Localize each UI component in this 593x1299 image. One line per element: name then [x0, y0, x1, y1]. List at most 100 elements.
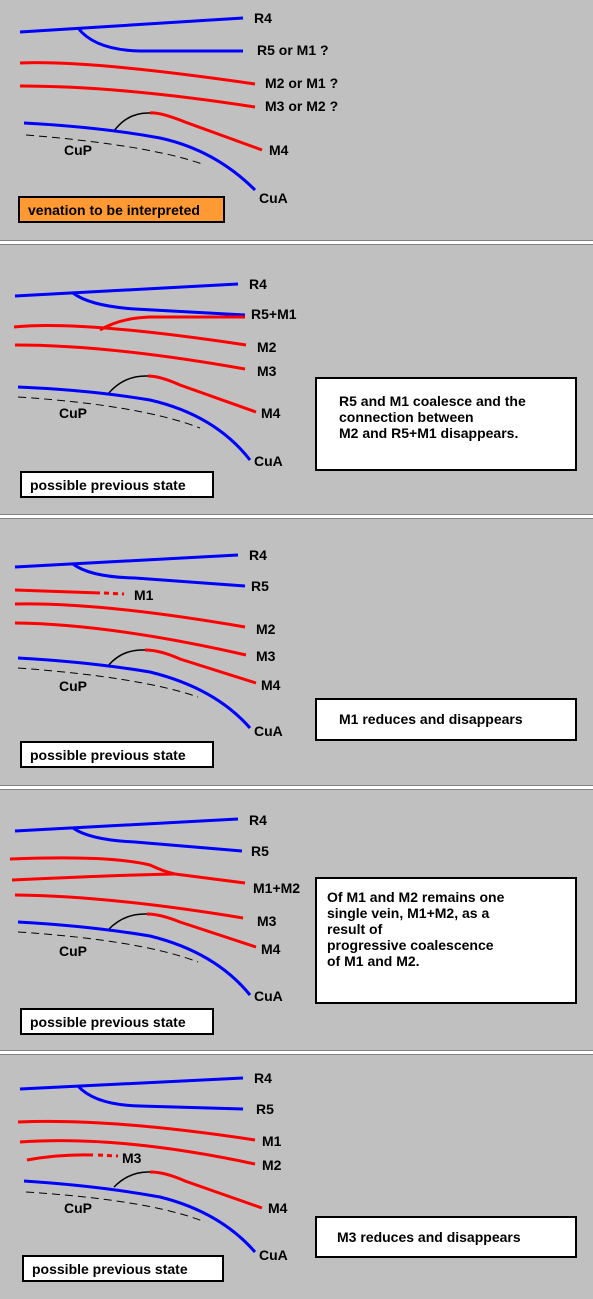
p5-label-m3: M3	[122, 1150, 142, 1166]
p4-note-line: of M1 and M2.	[327, 953, 420, 969]
p4-note-line: Of M1 and M2 remains one	[327, 889, 505, 905]
p4-label-r4: R4	[249, 812, 267, 828]
p4-note-line: result of	[327, 921, 383, 937]
separator-4	[0, 1050, 593, 1055]
p3-label-r4: R4	[249, 547, 267, 563]
separator-2	[0, 514, 593, 519]
p4-label-m4: M4	[261, 941, 281, 957]
p3-label-r5: R5	[251, 578, 269, 594]
p5-note: M3 reduces and disappears	[315, 1216, 577, 1258]
p5-vein-r5	[76, 1084, 244, 1111]
p2-caption: possible previous state	[20, 471, 214, 498]
p5-label-r5: R5	[256, 1101, 274, 1117]
p4-label-m1m2: M1+M2	[253, 880, 300, 896]
p1-label-cup: CuP	[64, 142, 92, 158]
p5-vein-cup	[25, 1191, 206, 1223]
p5-label-m2: M2	[262, 1157, 282, 1173]
p4-note: Of M1 and M2 remains one single vein, M1…	[315, 877, 577, 1004]
p3-vein-m4	[144, 648, 257, 685]
p5-vein-m3	[26, 1153, 94, 1162]
p1-label-r5: R5 or M1 ?	[257, 42, 329, 58]
separator-1	[0, 240, 593, 245]
p4-caption: possible previous state	[20, 1008, 214, 1035]
p2-label-cup: CuP	[59, 405, 87, 421]
p2-label-m2: M2	[257, 339, 277, 355]
p3-vein-r4	[14, 553, 239, 569]
p4-label-m3: M3	[257, 913, 277, 929]
p4-vein-m1m2	[174, 872, 246, 885]
panel3-diagram: R4 R5 M1 M2 M3 M4 CuA CuP	[14, 547, 283, 739]
p1-vein-cup	[25, 134, 206, 166]
p3-vein-m2	[14, 602, 246, 629]
p2-label-cua: CuA	[254, 453, 283, 469]
p1-label-r4: R4	[254, 10, 272, 26]
p5-vein-m2	[19, 1139, 256, 1166]
p3-vein-cup	[17, 667, 199, 698]
p5-note-line: M3 reduces and disappears	[337, 1229, 521, 1245]
p3-vein-m1-dashed	[103, 591, 125, 596]
p2-vein-r4	[14, 282, 239, 298]
p3-note-line: M1 reduces and disappears	[339, 711, 523, 727]
p3-label-cua: CuA	[254, 723, 283, 739]
p3-vein-cua	[17, 656, 252, 729]
p4-label-cua: CuA	[254, 988, 283, 1004]
p5-vein-r4	[19, 1076, 244, 1091]
p1-vein-m2	[19, 61, 256, 86]
p3-label-m4: M4	[261, 677, 281, 693]
p1-vein-m3	[19, 84, 256, 109]
p3-label-m1: M1	[134, 587, 154, 603]
panel1-diagram: R4 R5 or M1 ? M2 or M1 ? M3 or M2 ? M4 C…	[19, 10, 338, 206]
p5-label-m1: M1	[262, 1133, 282, 1149]
p2-vein-r5m1	[72, 291, 246, 317]
p4-label-cup: CuP	[59, 943, 87, 959]
panel5-diagram: R4 R5 M1 M2 M3 M4 CuA CuP	[17, 1070, 288, 1263]
p2-note-line: R5 and M1 coalesce and the	[339, 393, 526, 409]
p1-vein-r4	[19, 16, 244, 34]
p3-vein-m1	[14, 588, 101, 595]
p3-label-cup: CuP	[59, 678, 87, 694]
p2-cross-vein	[107, 375, 149, 395]
p1-vein-m4	[149, 111, 263, 152]
p3-caption: possible previous state	[20, 741, 214, 768]
p2-label-m4: M4	[261, 405, 281, 421]
p5-label-m4: M4	[268, 1200, 288, 1216]
p3-vein-m3	[14, 621, 247, 657]
p4-vein-m3	[14, 893, 244, 920]
p4-cross-vein	[107, 913, 148, 931]
p3-label-m3: M3	[256, 648, 276, 664]
p2-vein-m4	[147, 374, 257, 414]
p3-vein-r5	[72, 562, 246, 588]
p3-note: M1 reduces and disappears	[315, 698, 577, 741]
p2-note: R5 and M1 coalesce and the connection be…	[315, 377, 577, 471]
p1-cross-vein	[113, 112, 151, 132]
separator-3	[0, 785, 593, 790]
p5-vein-m4	[149, 1170, 263, 1210]
p4-vein-cua	[17, 920, 252, 996]
p5-vein-m3-dashed	[97, 1153, 119, 1158]
p4-vein-m2	[11, 872, 176, 882]
p5-label-cua: CuA	[259, 1247, 288, 1263]
p4-note-line: single vein, M1+M2, as a	[327, 905, 490, 921]
p5-label-r4: R4	[254, 1070, 272, 1086]
p5-caption: possible previous state	[22, 1255, 224, 1282]
p1-caption: venation to be interpreted	[18, 196, 225, 223]
p2-note-line: M2 and R5+M1 disappears.	[339, 425, 519, 441]
p4-vein-m1	[9, 856, 176, 876]
p2-vein-cup	[17, 396, 201, 429]
p1-label-m3: M3 or M2 ?	[265, 98, 338, 114]
p2-label-r4: R4	[249, 276, 267, 292]
p1-label-m2: M2 or M1 ?	[265, 75, 338, 91]
p3-cross-vein	[107, 649, 146, 667]
p2-note-line: connection between	[339, 409, 474, 425]
p2-vein-cua	[17, 385, 252, 461]
p5-vein-m1	[17, 1119, 256, 1142]
p4-label-r5: R5	[251, 843, 269, 859]
p5-vein-cua	[23, 1179, 257, 1253]
p4-vein-cup	[17, 931, 199, 963]
panel2-diagram: R4 R5+M1 M2 M3 M4 CuA CuP	[13, 276, 297, 469]
p4-vein-m4	[146, 912, 257, 949]
p4-note-line: progressive coalescence	[327, 937, 494, 953]
p1-label-m4: M4	[269, 142, 289, 158]
p2-vein-m2	[13, 324, 247, 347]
